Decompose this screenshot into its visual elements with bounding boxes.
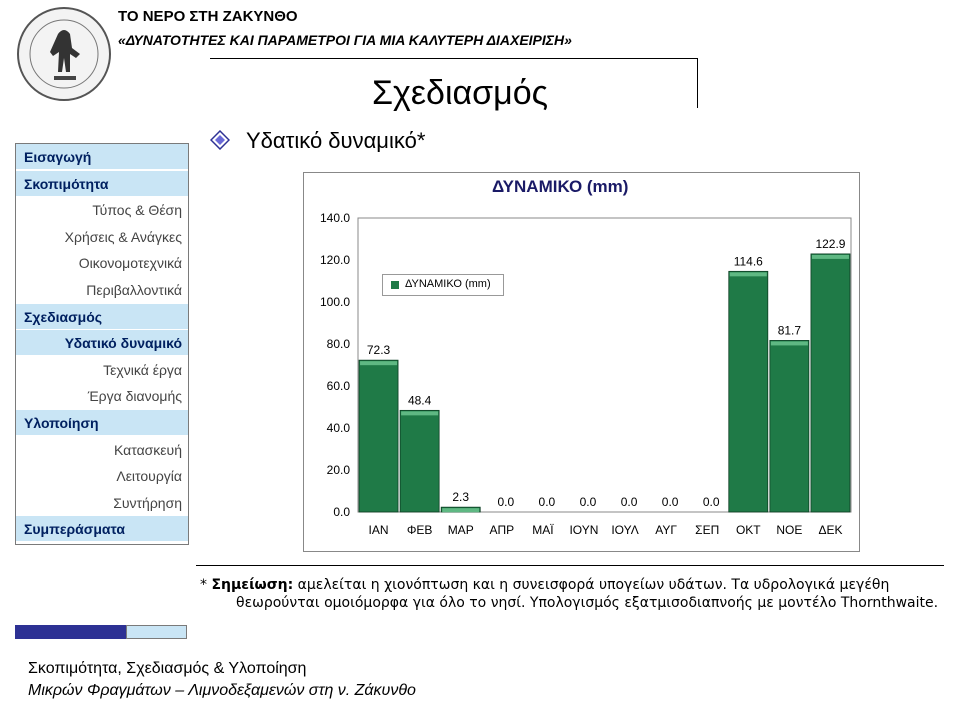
footer-line-2: Μικρών Φραγμάτων – Λιμνοδεξαμενών στη ν.…: [28, 682, 416, 699]
x-tick-label: ΔΕΚ: [818, 523, 842, 537]
x-tick-label: ΜΑΪ: [532, 523, 554, 537]
y-tick-label: 60.0: [327, 379, 351, 393]
data-label: 0.0: [539, 495, 556, 509]
sidebar-item[interactable]: Χρήσεις & Ανάγκες: [16, 223, 188, 250]
y-tick-label: 140.0: [320, 211, 350, 225]
sidebar-item[interactable]: Συντήρηση: [16, 489, 188, 516]
sidebar-item[interactable]: Κατασκευή: [16, 436, 188, 463]
sidebar-item[interactable]: Τύπος & Θέση: [16, 197, 188, 224]
x-tick-label: ΑΥΓ: [655, 523, 677, 537]
plot-frame: [357, 217, 852, 513]
y-tick-label: 0.0: [333, 505, 350, 519]
x-tick-label: ΙΟΥΛ: [611, 523, 638, 537]
data-label: 0.0: [662, 495, 679, 509]
header-subtitle: «ΔΥΝΑΤΟΤΗΤΕΣ ΚΑΙ ΠΑΡΑΜΕΤΡΟΙ ΓΙΑ ΜΙΑ ΚΑΛΥ…: [118, 32, 572, 48]
y-tick-label: 120.0: [320, 253, 350, 267]
header-title: ΤΟ ΝΕΡΟ ΣΤΗ ΖΑΚΥΝΘΟ: [118, 8, 298, 25]
bar-highlight: [729, 272, 767, 277]
section-heading: Υδατικό δυναμικό*: [246, 128, 426, 153]
data-label: 81.7: [778, 323, 802, 337]
nav-progress-remaining: [126, 625, 187, 639]
sidebar-item[interactable]: Σκοπιμότητα: [16, 170, 188, 197]
y-tick-label: 20.0: [327, 463, 351, 477]
bar-highlight: [770, 341, 808, 346]
footer-line-1: Σκοπιμότητα, Σχεδιασμός & Υλοποίηση: [28, 660, 307, 677]
x-tick-label: ΝΟΕ: [776, 523, 802, 537]
nav-progress-bar: [15, 625, 126, 639]
bar: [810, 253, 851, 513]
data-label: 0.0: [621, 495, 638, 509]
bar-highlight: [360, 361, 398, 366]
x-tick-label: ΦΕΒ: [407, 523, 433, 537]
bar-highlight: [811, 254, 849, 259]
y-tick-label: 40.0: [327, 421, 351, 435]
sidebar-item[interactable]: Έργα διανομής: [16, 383, 188, 410]
bar: [769, 340, 810, 513]
header-divider: [210, 58, 698, 59]
bar: [399, 409, 440, 513]
data-label: 0.0: [703, 495, 720, 509]
y-tick-label: 80.0: [327, 337, 351, 351]
x-tick-label: ΙΟΥΝ: [569, 523, 598, 537]
sidebar-item[interactable]: Υδατικό δυναμικό: [16, 330, 188, 357]
sidebar-item[interactable]: Τεχνικά έργα: [16, 356, 188, 383]
sidebar-item[interactable]: Υλοποίηση: [16, 410, 188, 436]
chart-title: ΔΥΝΑΜΙΚΟ (mm): [492, 177, 629, 196]
sidebar-item[interactable]: Συμπεράσματα: [16, 516, 188, 543]
bar-highlight: [401, 411, 439, 416]
x-tick-label: ΑΠΡ: [489, 523, 514, 537]
note-prefix: *: [200, 577, 212, 593]
legend-label: ΔΥΝΑΜΙΚΟ (mm): [405, 278, 491, 290]
bar-chart: 0.0 20.0 40.0 60.0 80.0 100.0 120.0 140.0 72.3 ΙΑ…: [320, 211, 852, 537]
note-line-2: θεωρούνται ομοιόμορφα για όλο το νησί. Υ…: [236, 595, 939, 611]
data-label: 0.0: [497, 495, 514, 509]
university-seal-logo: [17, 7, 111, 101]
sidebar-item[interactable]: Σχεδιασμός: [16, 303, 188, 330]
sidebar-item[interactable]: Οικονομοτεχνικά: [16, 250, 188, 277]
data-label: 0.0: [580, 495, 597, 509]
data-label: 122.9: [815, 237, 845, 251]
data-label: 2.3: [452, 490, 469, 504]
note-line-1: αμελείται η χιονόπτωση και η συνεισφορά …: [293, 577, 890, 593]
x-tick-label: ΙΑΝ: [369, 523, 389, 537]
data-label: 48.4: [408, 393, 432, 407]
y-tick-label: 100.0: [320, 295, 350, 309]
sidebar-item[interactable]: Εισαγωγή: [16, 144, 188, 170]
diamond-bullet-icon: [210, 130, 230, 150]
note-divider: [196, 565, 944, 566]
sidebar-item[interactable]: Περιβαλλοντικά: [16, 277, 188, 303]
bar-highlight: [442, 508, 480, 513]
header-divider-right: [697, 58, 698, 108]
sidebar-item[interactable]: Λειτουργία: [16, 463, 188, 490]
data-label: 114.6: [734, 254, 763, 268]
bar: [358, 359, 399, 513]
slide-title: Σχεδιασμός: [372, 74, 549, 112]
x-tick-label: ΣΕΠ: [695, 523, 719, 537]
bar: [728, 270, 769, 513]
chart-legend: ΔΥΝΑΜΙΚΟ (mm): [382, 274, 504, 296]
footnote: * Σημείωση: αμελείται η χιονόπτωση και η…: [200, 576, 938, 612]
legend-swatch: [391, 281, 399, 289]
data-label: 72.3: [367, 343, 391, 357]
x-tick-label: ΟΚΤ: [736, 523, 761, 537]
x-tick-label: ΜΑΡ: [448, 523, 474, 537]
note-bold-label: Σημείωση:: [211, 577, 294, 593]
sidebar-nav: Εισαγωγή Σκοπιμότητα Τύπος & Θέση Χρήσεις &…: [15, 143, 189, 545]
